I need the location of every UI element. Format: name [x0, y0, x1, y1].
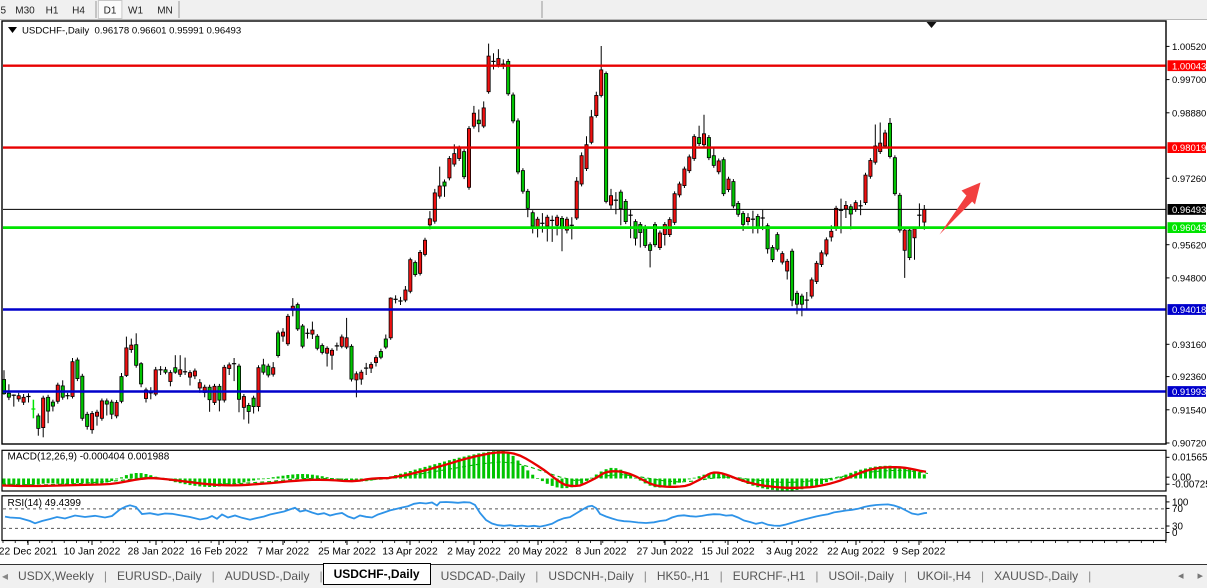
svg-text:15 Jul 2022: 15 Jul 2022: [701, 547, 755, 558]
svg-text:USDCHF-,Daily 0.96178 0.96601: USDCHF-,Daily 0.96178 0.96601 0.95991 0.…: [22, 26, 241, 37]
svg-text:0.97260: 0.97260: [1172, 174, 1206, 185]
svg-text:28 Jan 2022: 28 Jan 2022: [128, 547, 185, 558]
svg-text:7 Mar 2022: 7 Mar 2022: [257, 547, 309, 558]
svg-text:0.99700: 0.99700: [1172, 75, 1206, 86]
svg-text:8 Jun 2022: 8 Jun 2022: [576, 547, 627, 558]
svg-text:1.00520: 1.00520: [1172, 42, 1206, 53]
svg-text:M30: M30: [15, 6, 35, 17]
svg-text:0.015654: 0.015654: [1172, 453, 1207, 464]
svg-text:0.95620: 0.95620: [1172, 240, 1206, 251]
svg-text:D1: D1: [104, 6, 117, 17]
svg-text:MN: MN: [157, 6, 173, 17]
svg-text:W1: W1: [128, 6, 143, 17]
svg-text:0.98880: 0.98880: [1172, 108, 1206, 119]
svg-text:0.90720: 0.90720: [1172, 439, 1206, 450]
svg-text:0.94800: 0.94800: [1172, 274, 1206, 285]
svg-text:25 Mar 2022: 25 Mar 2022: [318, 547, 376, 558]
svg-text:0.91993: 0.91993: [1172, 387, 1206, 398]
svg-text:0: 0: [1172, 528, 1178, 539]
svg-text:H1: H1: [46, 6, 59, 17]
svg-text:16 Feb 2022: 16 Feb 2022: [190, 547, 248, 558]
svg-text:1.00043: 1.00043: [1172, 61, 1206, 72]
svg-text:0.93160: 0.93160: [1172, 340, 1206, 351]
svg-text:MACD(12,26,9) -0.000404 0.0019: MACD(12,26,9) -0.000404 0.001988: [8, 452, 170, 463]
svg-text:5: 5: [1, 6, 7, 17]
svg-text:20 May 2022: 20 May 2022: [508, 547, 568, 558]
svg-text:0.94018: 0.94018: [1172, 305, 1206, 316]
svg-text:22 Aug 2022: 22 Aug 2022: [827, 547, 885, 558]
svg-text:30: 30: [1172, 521, 1183, 532]
svg-text:70: 70: [1172, 504, 1183, 515]
svg-text:-0.00725: -0.00725: [1172, 480, 1207, 491]
svg-text:0.91540: 0.91540: [1172, 405, 1206, 416]
svg-text:0.96043: 0.96043: [1172, 223, 1206, 234]
svg-text:9 Sep 2022: 9 Sep 2022: [893, 547, 946, 558]
svg-text:H4: H4: [72, 6, 85, 17]
svg-text:13 Apr 2022: 13 Apr 2022: [382, 547, 438, 558]
svg-text:2 May 2022: 2 May 2022: [447, 547, 501, 558]
svg-text:27 Jun 2022: 27 Jun 2022: [637, 547, 694, 558]
svg-text:0.98019: 0.98019: [1172, 143, 1206, 154]
svg-text:22 Dec 2021: 22 Dec 2021: [0, 547, 57, 558]
svg-text:100: 100: [1172, 497, 1189, 508]
svg-text:0.96493: 0.96493: [1172, 205, 1206, 216]
svg-text:0.92360: 0.92360: [1172, 372, 1206, 383]
svg-text:3 Aug 2022: 3 Aug 2022: [766, 547, 818, 558]
svg-text:10 Jan 2022: 10 Jan 2022: [64, 547, 121, 558]
svg-text:RSI(14) 49.4399: RSI(14) 49.4399: [8, 498, 82, 509]
svg-text:0.00: 0.00: [1172, 473, 1192, 484]
